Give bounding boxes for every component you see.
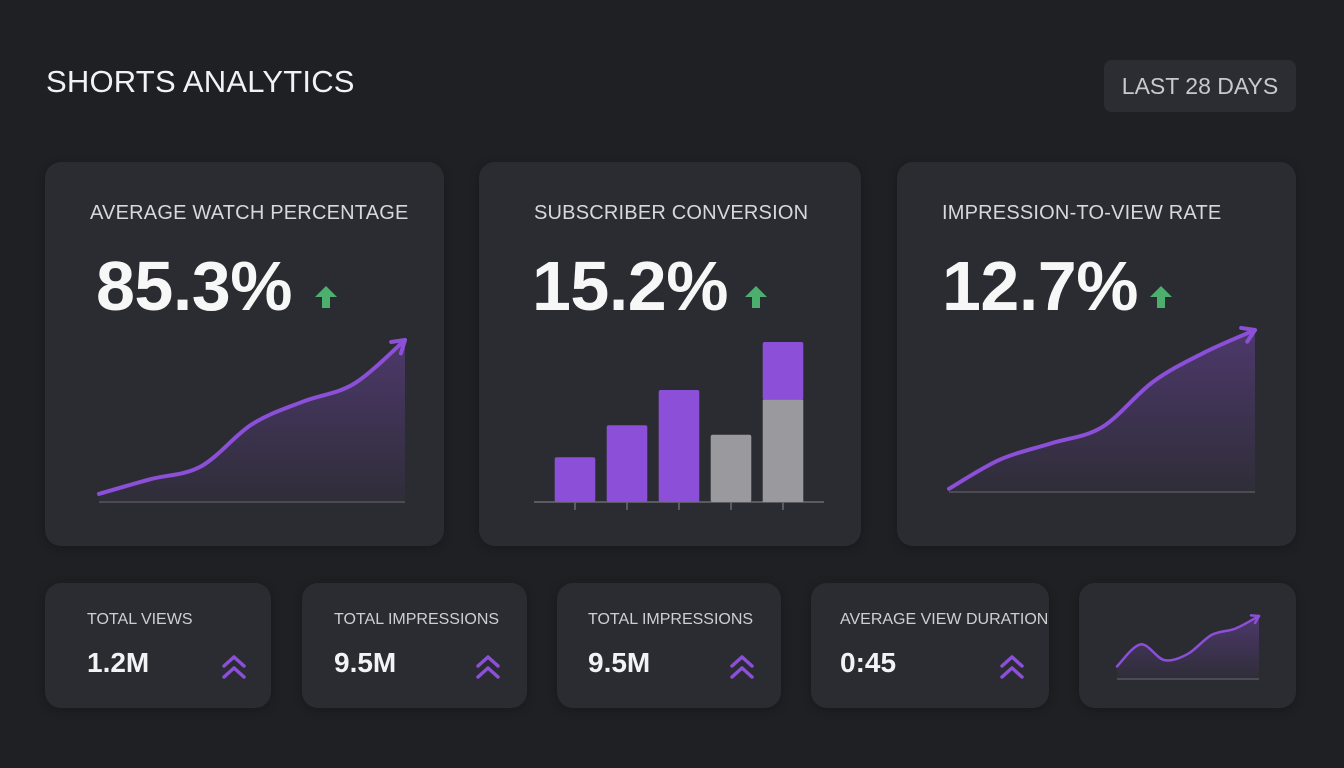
chart-arrowhead	[1249, 614, 1261, 625]
stat-label: TOTAL IMPRESSIONS	[588, 611, 754, 628]
stat-label: TOTAL VIEWS	[87, 611, 193, 628]
subscriber-conversion-bar-chart	[534, 342, 824, 510]
stat-card-total-impressions[interactable]: TOTAL IMPRESSIONS 9.5M	[302, 583, 527, 708]
watch-percentage-line-chart	[97, 338, 407, 503]
metric-card-subscriber-conversion[interactable]: SUBSCRIBER CONVERSION 15.2%	[479, 162, 861, 546]
chart-bar	[658, 390, 700, 502]
double-chevron-up-icon	[730, 655, 754, 679]
arrow-up-icon	[745, 286, 767, 308]
arrow-up-icon	[1150, 286, 1172, 308]
chart-bar	[710, 434, 752, 502]
sparkline-card[interactable]	[1079, 583, 1296, 708]
chart-area-fill	[1117, 616, 1259, 679]
chart-arrowhead	[1239, 325, 1257, 344]
page-title: SHORTS ANALYTICS	[46, 64, 355, 99]
chart-area-fill	[99, 340, 405, 502]
double-chevron-up-icon	[1000, 655, 1024, 679]
chart-bar	[606, 425, 648, 502]
stat-value: 1.2M	[87, 647, 150, 678]
chart-bar	[762, 342, 804, 400]
date-range-button[interactable]: LAST 28 DAYS	[1104, 60, 1296, 112]
stat-card-average-view-duration[interactable]: AVERAGE VIEW DURATION 0:45	[811, 583, 1049, 708]
metric-card-title: IMPRESSION-TO-VIEW RATE	[942, 202, 1222, 224]
metric-card-watch-percentage[interactable]: AVERAGE WATCH PERCENTAGE 85.3%	[45, 162, 444, 546]
metric-card-value: 15.2%	[532, 247, 728, 325]
stat-value: 0:45	[840, 647, 897, 678]
metric-card-value: 85.3%	[96, 247, 292, 325]
chart-arrowhead	[389, 338, 407, 356]
chart-area-fill	[949, 330, 1255, 492]
double-chevron-up-icon	[476, 655, 500, 679]
arrow-up-icon	[315, 286, 337, 308]
impression-to-view-line-chart	[947, 325, 1257, 493]
chart-bar	[762, 399, 804, 502]
metric-card-impression-to-view[interactable]: IMPRESSION-TO-VIEW RATE 12.7%	[897, 162, 1296, 546]
metric-card-title: AVERAGE WATCH PERCENTAGE	[90, 202, 409, 224]
stat-card-total-views[interactable]: TOTAL VIEWS 1.2M	[45, 583, 271, 708]
stat-card-total-impressions-2[interactable]: TOTAL IMPRESSIONS 9.5M	[557, 583, 781, 708]
stat-label: TOTAL IMPRESSIONS	[334, 611, 500, 628]
sparkline-chart	[1115, 614, 1261, 680]
double-chevron-up-icon	[222, 655, 246, 679]
stat-label: AVERAGE VIEW DURATION	[840, 611, 1049, 628]
stat-value: 9.5M	[334, 647, 397, 678]
metric-card-title: SUBSCRIBER CONVERSION	[534, 202, 809, 224]
stat-value: 9.5M	[588, 647, 651, 678]
chart-bar	[554, 457, 596, 502]
metric-card-value: 12.7%	[942, 247, 1138, 325]
